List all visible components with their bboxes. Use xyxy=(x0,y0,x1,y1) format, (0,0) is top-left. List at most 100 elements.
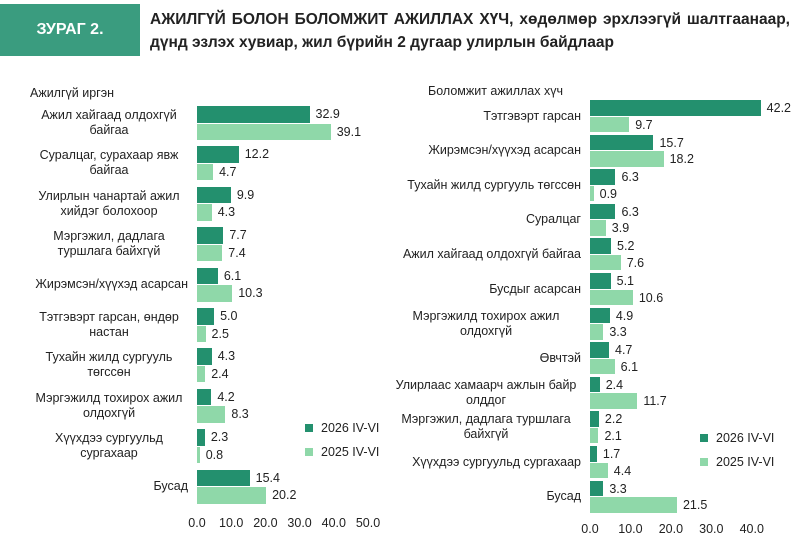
bar xyxy=(590,134,654,151)
value-label: 7.7 xyxy=(229,228,247,243)
bar xyxy=(197,388,212,406)
bar xyxy=(590,169,616,185)
value-label: 10.6 xyxy=(638,290,664,305)
value-label: 1.7 xyxy=(602,447,621,461)
x-tick-label: 0.0 xyxy=(581,522,599,536)
category-text: Тэтгэвэрт гарсан xyxy=(483,108,581,123)
x-tick-label: 50.0 xyxy=(355,516,381,530)
category-label: Бусад xyxy=(385,481,581,513)
bar xyxy=(197,186,231,204)
x-tick-label: 30.0 xyxy=(699,522,724,536)
bar xyxy=(590,446,597,462)
value-label: 2.1 xyxy=(604,428,622,443)
value-label: 21.5 xyxy=(682,498,708,513)
bar xyxy=(590,427,599,444)
value-label: 5.2 xyxy=(617,239,635,254)
bar xyxy=(197,106,310,123)
bar xyxy=(590,273,611,289)
chart-subtitle: Боломжит ажиллах хүч xyxy=(428,84,563,98)
value-label: 5.1 xyxy=(616,274,635,288)
bar xyxy=(197,429,205,446)
bar xyxy=(197,204,212,221)
legend-swatch xyxy=(700,458,708,466)
category-label: Бусдыг асарсан xyxy=(385,273,581,305)
value-label: 7.6 xyxy=(626,255,645,270)
value-label: 9.7 xyxy=(635,117,653,132)
bar xyxy=(197,267,218,285)
bar xyxy=(197,285,233,302)
bar xyxy=(590,203,616,220)
x-tick-label: 40.0 xyxy=(321,516,346,530)
value-label: 0.9 xyxy=(599,186,618,201)
category-text: Жирэмсэн/хүүхэд асарсан xyxy=(428,143,581,158)
value-label: 18.2 xyxy=(669,152,694,167)
x-tick-label: 0.0 xyxy=(188,516,206,530)
x-tick-label: 40.0 xyxy=(739,522,764,536)
legend-swatch xyxy=(305,424,313,432)
bar xyxy=(197,348,212,365)
bar xyxy=(590,254,621,271)
category-label: Хүүхдээ сургуульд сургахаар xyxy=(20,429,188,463)
chart-subtitle: Ажилгүй иргэн xyxy=(30,86,115,100)
value-label: 11.7 xyxy=(643,394,667,409)
value-label: 10.3 xyxy=(238,286,263,301)
category-label: Суралцаг, сурахаар явж байгаа xyxy=(20,146,188,180)
value-label: 4.3 xyxy=(217,349,236,364)
value-label: 8.3 xyxy=(231,407,249,422)
category-label: Ажил хайгаад олдохгүй байгаа xyxy=(385,238,581,270)
bar xyxy=(590,462,608,478)
bar xyxy=(590,342,609,358)
category-label: Улирлын чанартай ажил хийдэг болохоор xyxy=(20,187,188,221)
bar xyxy=(197,446,200,464)
category-text: Мэргэжилд тохирох ажил олдохгүй xyxy=(412,308,560,338)
bar xyxy=(197,308,215,325)
x-tick-label: 20.0 xyxy=(253,516,278,530)
value-label: 3.3 xyxy=(609,325,627,340)
category-text: Жирэмсэн/хүүхэд асарсан xyxy=(35,277,188,292)
bar xyxy=(590,324,604,340)
value-label: 39.1 xyxy=(336,124,362,139)
category-text: Хүүхдээ сургуульд сургахаар xyxy=(412,454,581,469)
x-tick-label: 30.0 xyxy=(287,516,312,530)
category-text: Бусад xyxy=(546,489,581,504)
value-label: 42.2 xyxy=(766,101,792,115)
value-label: 15.7 xyxy=(659,135,684,150)
category-label: Тэтгэвэрт гарсан, өндөр настан xyxy=(20,308,188,342)
bar xyxy=(197,227,224,244)
legend-swatch xyxy=(305,448,313,456)
bar xyxy=(590,100,761,116)
figure-label: ЗУРАГ 2. xyxy=(0,4,140,56)
bar xyxy=(197,244,223,262)
legend-item: 2025 IV-VI xyxy=(305,445,379,459)
bar xyxy=(590,393,638,409)
value-label: 2.3 xyxy=(210,430,229,445)
category-text: Мэргэжил, дадлага туршлага байхгүй xyxy=(53,229,165,259)
value-label: 4.3 xyxy=(217,205,236,220)
category-text: Суралцаг, сурахаар явж байгаа xyxy=(39,148,179,178)
bar xyxy=(590,376,600,393)
category-label: Бусад xyxy=(20,470,188,504)
bar xyxy=(590,307,610,324)
x-tick-label: 20.0 xyxy=(658,522,684,536)
legend-item: 2026 IV-VI xyxy=(305,421,379,435)
bar xyxy=(590,289,633,305)
category-text: Мэргэжил, дадлага туршлага байхгүй xyxy=(401,412,571,442)
bar xyxy=(590,220,606,236)
category-label: Суралцаг xyxy=(385,204,581,236)
bar xyxy=(590,238,612,254)
category-text: Тухайн жилд сургууль төгссөн xyxy=(407,177,581,192)
category-label: Улирлаас хамаарч ажлын байр олддог xyxy=(385,377,581,409)
category-label: Тухайн жилд сургууль төгссөн xyxy=(385,169,581,201)
legend-text: 2026 IV-VI xyxy=(716,431,775,445)
category-text: Ажил хайгаад олдохгүй байгаа xyxy=(41,108,177,137)
category-text: Хүүхдээ сургуульд сургахаар xyxy=(55,431,163,461)
legend-item: 2026 IV-VI xyxy=(700,431,774,445)
value-label: 6.3 xyxy=(621,204,639,219)
value-label: 4.7 xyxy=(615,343,633,358)
x-tick-label: 10.0 xyxy=(618,522,643,536)
category-text: Улирлаас хамаарч ажлын байр олддог xyxy=(395,377,577,407)
value-label: 12.2 xyxy=(244,147,270,162)
bar xyxy=(197,469,250,487)
value-label: 0.8 xyxy=(205,447,224,462)
value-label: 2.2 xyxy=(604,412,623,427)
